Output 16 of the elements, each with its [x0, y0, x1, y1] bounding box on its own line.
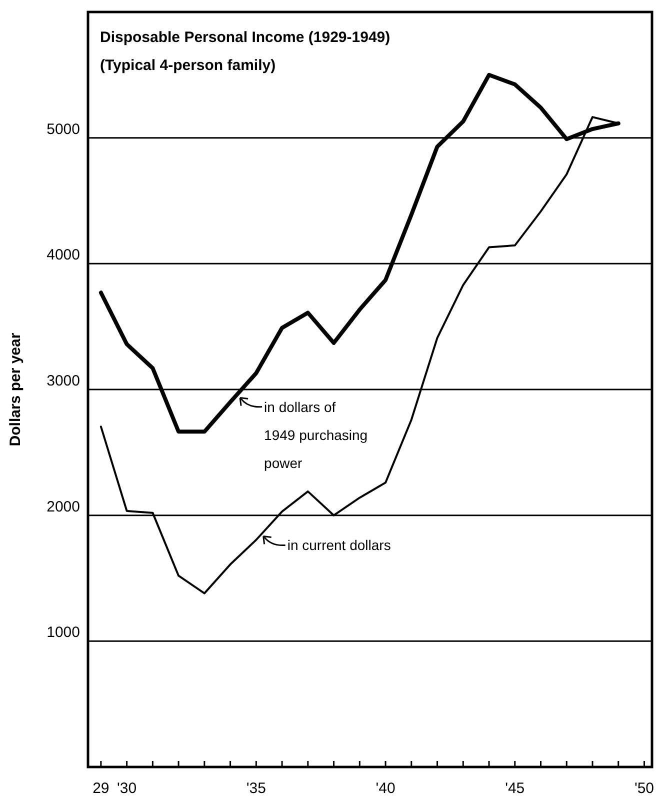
annotation: in current dollars [287, 537, 391, 554]
x-tick-label: '35 [246, 780, 266, 797]
text: Disposable Personal Income (1929-1949) [100, 29, 390, 46]
y-tick-label: 3000 [46, 372, 80, 390]
y-tick-label: 4000 [46, 246, 80, 264]
y-tick-label: 5000 [46, 120, 80, 138]
x-tick-label: '30 [117, 780, 137, 797]
x-tick-label: '50 [634, 780, 654, 797]
annotation: in dollars of 1949 purchasing power [264, 398, 368, 471]
x-tick-label: '45 [505, 780, 525, 797]
x-tick-label: 29 [92, 780, 110, 797]
y-axis-title: Dollars per year [7, 332, 24, 446]
y-tick-label: 1000 [46, 624, 80, 642]
text: (Typical 4-person family) [100, 57, 276, 74]
x-tick-label: '40 [376, 780, 396, 797]
y-tick-label: 2000 [46, 498, 80, 516]
